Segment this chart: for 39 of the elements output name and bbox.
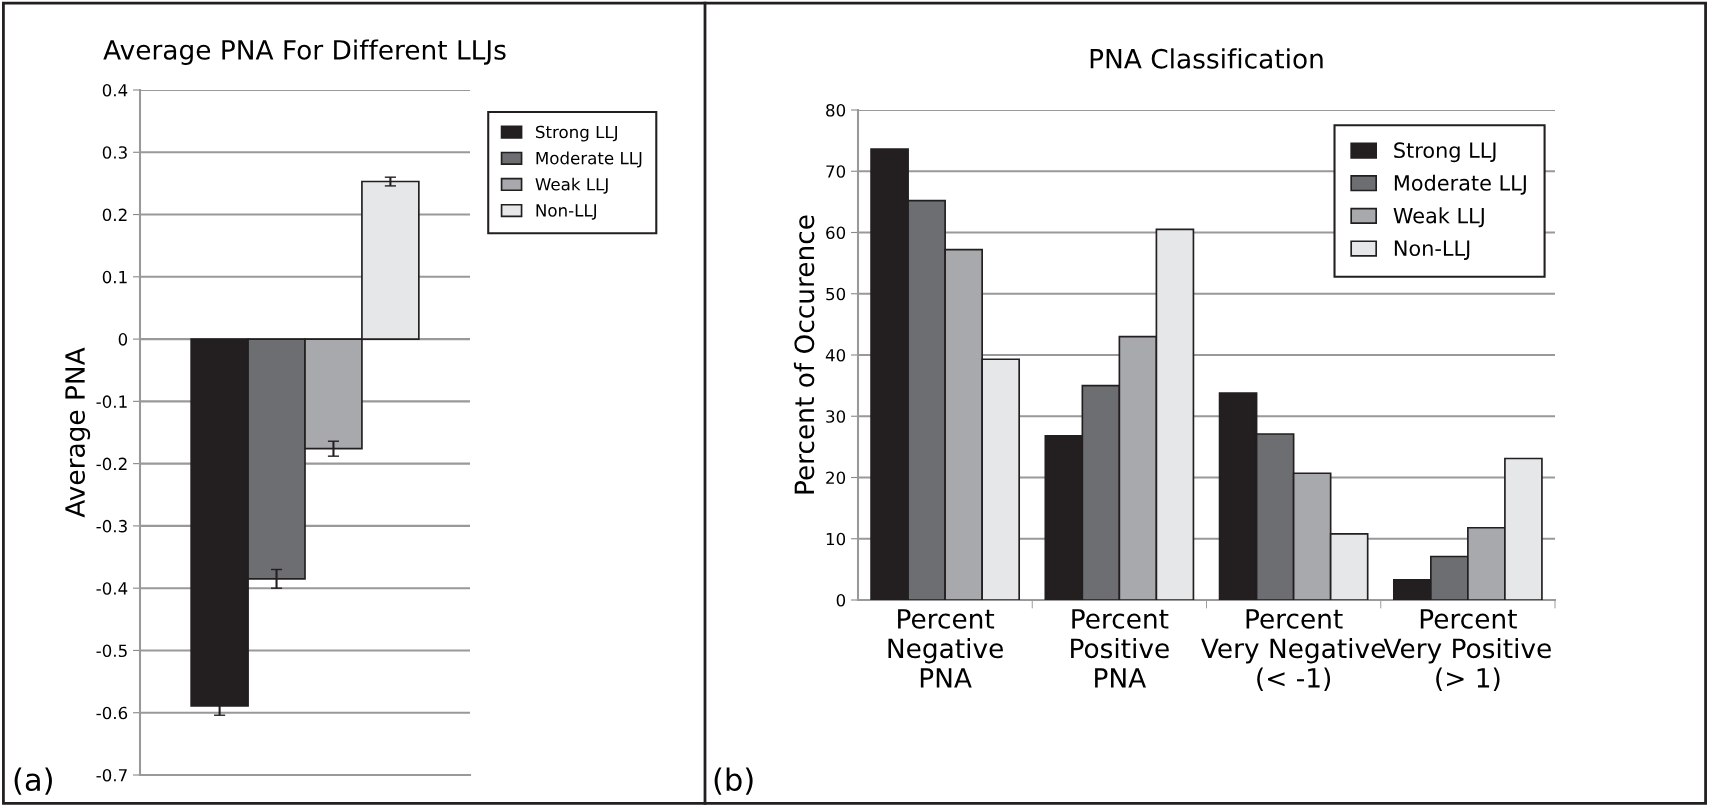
chart-title: PNA Classification (1090, 48, 1323, 69)
y-tick-label: 20 (826, 471, 846, 485)
legend-label: Strong LLJ (536, 125, 617, 142)
y-tick-label: 0 (118, 333, 128, 346)
y-tick-label: 80 (826, 103, 846, 117)
y-tick-label: 10 (826, 532, 846, 546)
x-tick-label: Percent Positive PNA (1071, 609, 1169, 688)
y-tick-label: -0.5 (96, 644, 127, 658)
y-tick-label: 0.3 (102, 146, 127, 159)
legend-label: Non-LLJ (536, 204, 596, 220)
legend-label: Non-LLJ (1394, 240, 1470, 260)
y-tick-label: 40 (825, 348, 846, 362)
legend-label: Moderate LLJ (536, 151, 642, 168)
y-tick-label: 0.4 (102, 83, 128, 97)
y-tick-label: 60 (826, 226, 846, 240)
legend-label: Moderate LLJ (1394, 174, 1526, 195)
y-tick-label: -0.6 (96, 706, 128, 720)
x-tick-label: Percent Very Negative (< -1) (1201, 609, 1385, 691)
y-tick-label: 0.2 (102, 208, 127, 222)
y-tick-label: -0.3 (96, 519, 127, 533)
legend-label: Strong LLJ (1394, 142, 1496, 163)
y-tick-label: 0 (836, 593, 846, 607)
x-tick-label: Percent Negative PNA (888, 609, 1003, 688)
chart-title: Average PNA For Different LLJs (103, 39, 506, 65)
legend-label: Weak LLJ (1393, 207, 1484, 228)
text: (a) (14, 767, 52, 795)
y-tick-label: 50 (826, 287, 846, 301)
legend-label: Weak LLJ (535, 177, 608, 194)
text: (b) (714, 767, 753, 795)
y-tick-label: -0.4 (96, 582, 128, 595)
x-tick-label: Percent Very Positive (> 1) (1383, 609, 1551, 691)
y-tick-label: 0.1 (102, 270, 127, 284)
y-tick-label: -0.1 (96, 395, 127, 408)
y-tick-label: 70 (826, 165, 846, 178)
y-tick-label: -0.7 (96, 768, 127, 782)
y-tick-label: -0.2 (96, 457, 127, 471)
y-tick-label: 30 (826, 410, 846, 423)
y-axis-title: Average PNA (65, 347, 91, 518)
y-axis-title: Percent of Occurence (793, 215, 815, 494)
